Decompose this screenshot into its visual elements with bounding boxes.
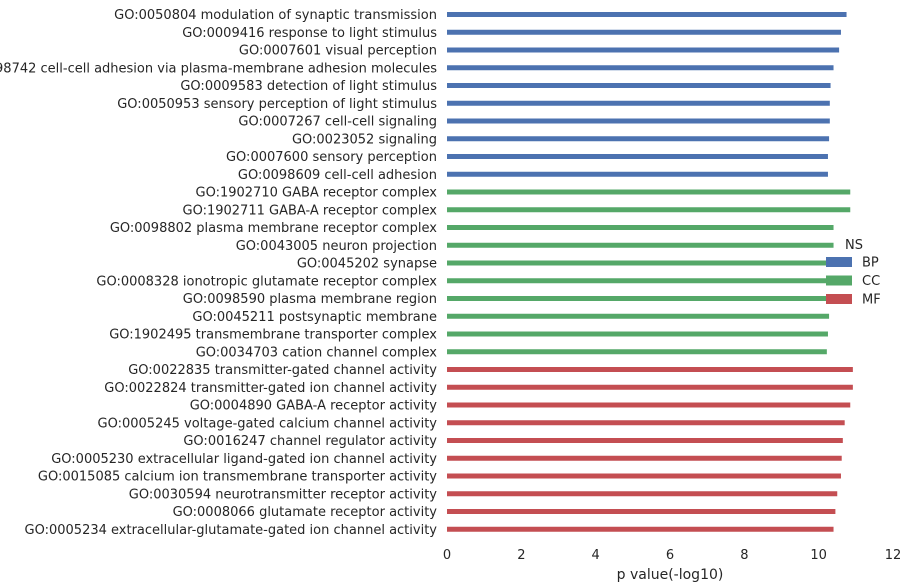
x-axis: p value(-log10) 0 2 4 6 8 10 12: [443, 548, 901, 583]
category-label: GO:0005230 extracellular ligand-gated io…: [51, 452, 437, 467]
category-label: GO:0098802 plasma membrane receptor comp…: [110, 221, 437, 236]
category-label: GO:0008066 glutamate receptor activity: [173, 505, 438, 520]
legend-swatch-cc: [826, 275, 852, 286]
bar-mf: [447, 526, 834, 532]
category-label: GO:0022824 transmitter-gated ion channel…: [104, 381, 437, 396]
category-label: GO:0007601 visual perception: [239, 44, 437, 59]
category-label: GO:0098742 cell-cell adhesion via plasma…: [0, 61, 437, 76]
bar-bp: [447, 47, 840, 53]
x-tick-label: 8: [740, 548, 748, 563]
bar-mf: [447, 491, 838, 497]
category-label: GO:0050804 modulation of synaptic transm…: [114, 8, 437, 23]
bar-cc: [447, 207, 851, 213]
bar-mf: [447, 420, 845, 426]
x-tick-label: 6: [666, 548, 674, 563]
bar-cc: [447, 349, 827, 355]
category-label: GO:1902495 transmembrane transporter com…: [109, 328, 437, 343]
category-label: GO:0009416 response to light stimulus: [182, 26, 437, 41]
bar-cc: [447, 225, 834, 230]
bar-bp: [447, 65, 834, 71]
category-label: GO:0004890 GABA-A receptor activity: [190, 399, 438, 414]
legend-label-mf: MF: [862, 293, 881, 308]
bar-cc: [447, 189, 851, 195]
category-label: GO:0008328 ionotropic glutamate receptor…: [96, 274, 437, 289]
bar-mf: [447, 438, 843, 443]
category-label: GO:0050953 sensory perception of light s…: [117, 97, 437, 112]
bar-bp: [447, 118, 830, 124]
category-label: GO:0005245 voltage-gated calcium channel…: [98, 416, 438, 431]
bar-mf: [447, 367, 853, 372]
category-label: GO:0016247 channel regulator activity: [183, 434, 437, 449]
bar-mf: [447, 455, 842, 461]
category-label: GO:0023052 signaling: [292, 132, 437, 147]
bar-bp: [447, 100, 830, 106]
bar-cc: [447, 296, 830, 301]
category-label: GO:0098590 plasma membrane region: [183, 292, 437, 307]
bar-mf: [447, 402, 851, 408]
legend-swatch-bp: [826, 257, 852, 267]
legend-label-cc: CC: [862, 274, 880, 289]
bar-cc: [447, 242, 834, 248]
category-label: GO:0030594 neurotransmitter receptor act…: [129, 487, 438, 502]
category-label: GO:0015085 calcium ion transmembrane tra…: [38, 470, 437, 485]
x-tick-label: 12: [885, 548, 902, 563]
x-tick-label: 10: [810, 548, 827, 563]
category-label: GO:0005234 extracellular-glutamate-gated…: [25, 523, 438, 538]
category-label: GO:0009583 detection of light stimulus: [180, 79, 437, 94]
bar-bp: [447, 29, 841, 35]
bar-cc: [447, 331, 828, 337]
bars-layer: [447, 12, 853, 532]
category-label: GO:1902710 GABA receptor complex: [196, 186, 438, 201]
category-label: GO:0043005 neuron projection: [236, 239, 437, 254]
bar-mf: [447, 384, 853, 390]
x-tick-label: 0: [443, 548, 451, 563]
bar-cc: [447, 260, 832, 266]
bar-bp: [447, 12, 847, 17]
category-label: GO:0034703 cation channel complex: [196, 345, 438, 360]
bar-mf: [447, 473, 841, 479]
x-tick-label: 2: [517, 548, 525, 563]
bar-bp: [447, 154, 828, 159]
legend-swatch-mf: [826, 294, 852, 304]
legend-label-bp: BP: [862, 256, 879, 271]
x-axis-label: p value(-log10): [617, 567, 724, 583]
category-labels: GO:0050804 modulation of synaptic transm…: [0, 8, 437, 538]
x-tick-label: 4: [592, 548, 600, 563]
category-label: GO:0045202 synapse: [297, 257, 437, 272]
category-label: GO:0022835 transmitter-gated channel act…: [128, 363, 437, 378]
category-label: GO:1902711 GABA-A receptor complex: [183, 203, 438, 218]
category-label: GO:0007267 cell-cell signaling: [238, 115, 437, 130]
legend-title: NS: [845, 238, 863, 253]
category-label: GO:0045211 postsynaptic membrane: [192, 310, 437, 325]
bar-cc: [447, 313, 830, 319]
category-label: GO:0098609 cell-cell adhesion: [238, 168, 437, 183]
legend: NS BP CC MF: [826, 238, 881, 308]
category-label: GO:0007600 sensory perception: [226, 150, 437, 165]
bar-bp: [447, 136, 830, 142]
bar-bp: [447, 83, 831, 88]
bar-mf: [447, 509, 836, 514]
bar-cc: [447, 278, 832, 284]
bar-bp: [447, 171, 828, 177]
